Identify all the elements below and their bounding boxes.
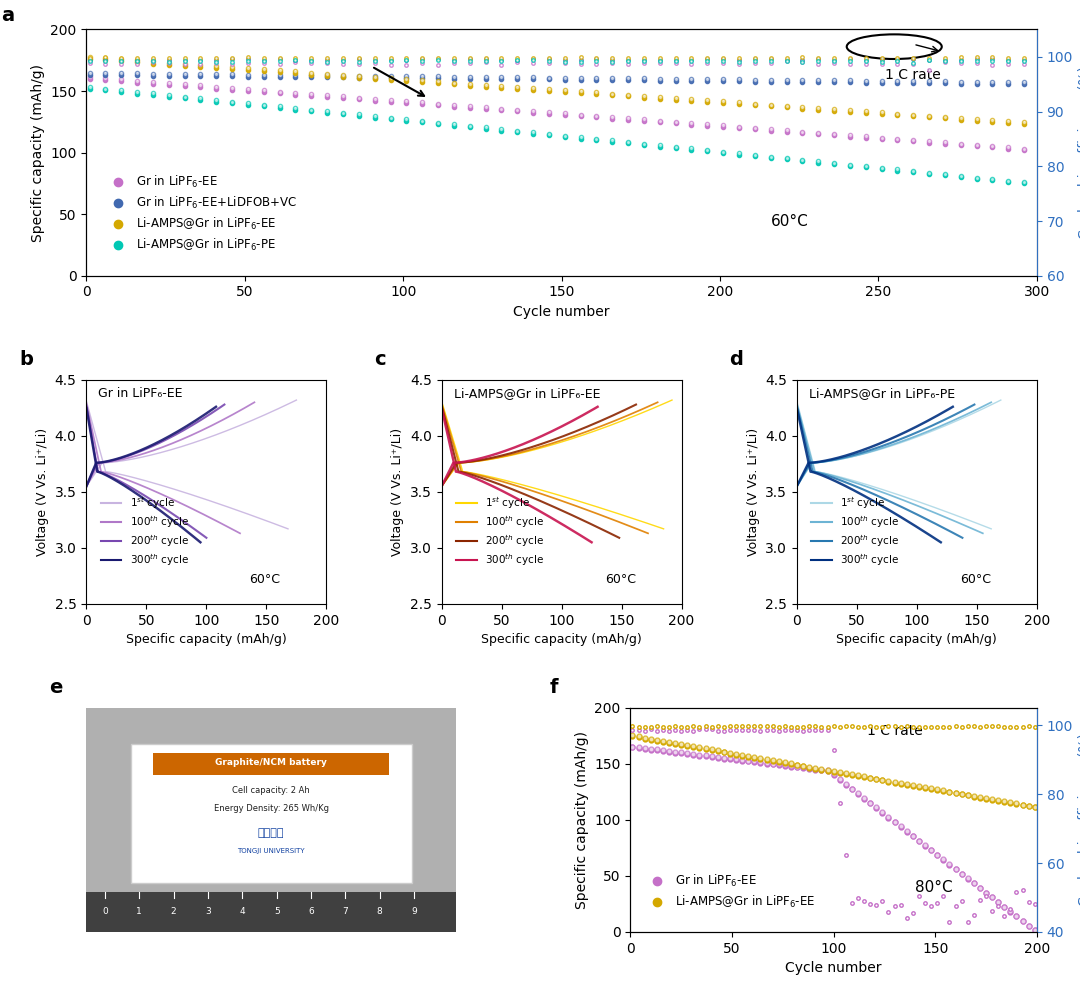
Text: e: e [50, 678, 63, 697]
Text: f: f [549, 678, 557, 697]
Text: 7: 7 [342, 907, 348, 916]
X-axis label: Cycle number: Cycle number [785, 961, 882, 975]
Text: 60°C: 60°C [605, 573, 636, 586]
Text: Graphite/NCM battery: Graphite/NCM battery [215, 758, 327, 767]
Text: 60°C: 60°C [771, 214, 809, 230]
Text: b: b [19, 349, 33, 369]
Text: TONGJI UNIVERSITY: TONGJI UNIVERSITY [238, 849, 305, 854]
Text: 2: 2 [171, 907, 176, 916]
Text: 1: 1 [136, 907, 143, 916]
Text: Energy Density: 265 Wh/Kg: Energy Density: 265 Wh/Kg [214, 804, 328, 813]
Bar [131, 744, 411, 883]
Legend: 1$^{st}$ cycle, 100$^{th}$ cycle, 200$^{th}$ cycle, 300$^{th}$ cycle: 1$^{st}$ cycle, 100$^{th}$ cycle, 200$^{… [96, 490, 193, 572]
Text: a: a [1, 6, 14, 25]
Text: 0: 0 [102, 907, 108, 916]
Text: 5: 5 [274, 907, 280, 916]
Text: 80°C: 80°C [915, 880, 953, 895]
Bar [86, 892, 456, 932]
Text: d: d [730, 349, 743, 369]
Text: Gr in LiPF₆-EE: Gr in LiPF₆-EE [98, 387, 183, 399]
Y-axis label: Specific capacity (mAh/g): Specific capacity (mAh/g) [30, 64, 44, 241]
Bar [153, 752, 390, 775]
Y-axis label: Specific capacity (mAh/g): Specific capacity (mAh/g) [575, 731, 589, 909]
Y-axis label: Voltage (V Vs. Li⁺/Li): Voltage (V Vs. Li⁺/Li) [746, 428, 759, 556]
Y-axis label: Voltage (V Vs. Li⁺/Li): Voltage (V Vs. Li⁺/Li) [391, 428, 404, 556]
Text: 8: 8 [377, 907, 382, 916]
Y-axis label: Voltage (V Vs. Li⁺/Li): Voltage (V Vs. Li⁺/Li) [37, 428, 50, 556]
X-axis label: Cycle number: Cycle number [513, 305, 610, 319]
Legend: 1$^{st}$ cycle, 100$^{th}$ cycle, 200$^{th}$ cycle, 300$^{th}$ cycle: 1$^{st}$ cycle, 100$^{th}$ cycle, 200$^{… [451, 490, 549, 572]
Y-axis label: Coulombic efficiency (%): Coulombic efficiency (%) [1079, 734, 1080, 906]
Text: 同济大学: 同济大学 [258, 828, 284, 839]
X-axis label: Specific capacity (mAh/g): Specific capacity (mAh/g) [482, 633, 642, 646]
X-axis label: Specific capacity (mAh/g): Specific capacity (mAh/g) [126, 633, 287, 646]
Y-axis label: Coulombic efficiency (%): Coulombic efficiency (%) [1079, 66, 1080, 239]
Text: Li-AMPS@Gr in LiPF₆-EE: Li-AMPS@Gr in LiPF₆-EE [454, 387, 600, 399]
Text: 1 C rate: 1 C rate [886, 68, 941, 81]
Text: 60°C: 60°C [249, 573, 281, 586]
Text: 3: 3 [205, 907, 211, 916]
Text: 60°C: 60°C [960, 573, 991, 586]
Legend: Gr in LiPF$_6$-EE, Gr in LiPF$_6$-EE+LiDFOB+VC, Li-AMPS@Gr in LiPF$_6$-EE, Li-AM: Gr in LiPF$_6$-EE, Gr in LiPF$_6$-EE+LiD… [102, 170, 301, 258]
Legend: Gr in LiPF$_6$-EE, Li-AMPS@Gr in LiPF$_6$-EE: Gr in LiPF$_6$-EE, Li-AMPS@Gr in LiPF$_6… [640, 868, 820, 915]
Text: 6: 6 [308, 907, 314, 916]
Text: c: c [375, 349, 386, 369]
Text: 1 C rate: 1 C rate [866, 724, 922, 738]
Text: Cell capacity: 2 Ah: Cell capacity: 2 Ah [232, 787, 310, 796]
X-axis label: Specific capacity (mAh/g): Specific capacity (mAh/g) [836, 633, 997, 646]
Text: 9: 9 [411, 907, 417, 916]
Text: 4: 4 [240, 907, 245, 916]
Legend: 1$^{st}$ cycle, 100$^{th}$ cycle, 200$^{th}$ cycle, 300$^{th}$ cycle: 1$^{st}$ cycle, 100$^{th}$ cycle, 200$^{… [807, 490, 904, 572]
Text: Li-AMPS@Gr in LiPF₆-PE: Li-AMPS@Gr in LiPF₆-PE [809, 387, 955, 399]
